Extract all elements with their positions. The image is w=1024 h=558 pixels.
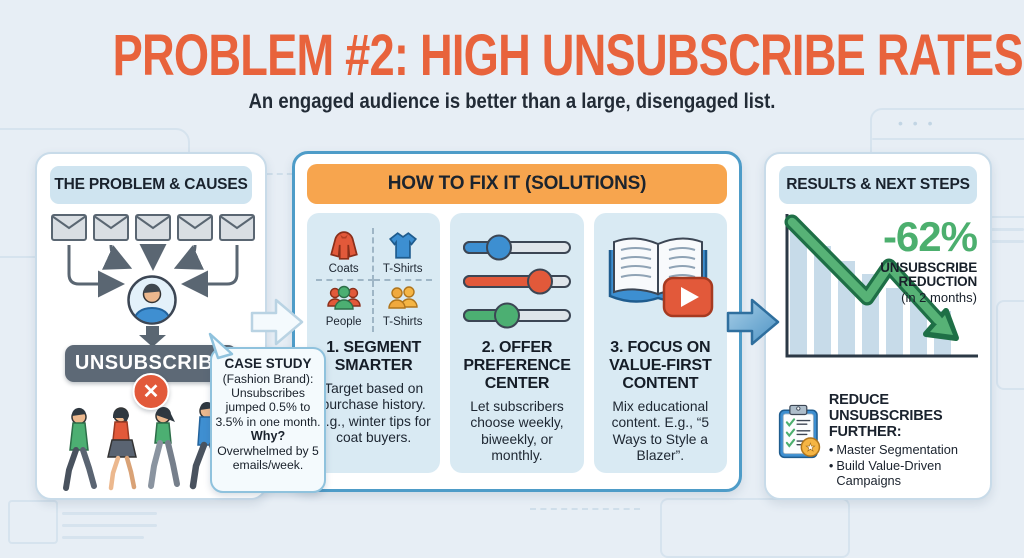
solutions-panel: HOW TO FIX IT (SOLUTIONS) Coats xyxy=(292,151,742,492)
coat-icon xyxy=(329,231,358,260)
quad-label: T-Shirts xyxy=(382,263,423,275)
unsubscribe-x-icon: ✕ xyxy=(132,373,170,410)
bullet-glyph: • xyxy=(828,441,834,457)
content-icons xyxy=(599,221,722,339)
people-group-icon xyxy=(326,285,361,310)
card-title: 2. OFFER PREFERENCE CENTER xyxy=(463,339,571,392)
svg-text:★: ★ xyxy=(806,442,816,454)
stat-block: -62% UNSUBSCRIBE REDUCTION (in 2 months) xyxy=(851,213,978,306)
card-body: Target based on purchase history. E.g., … xyxy=(316,380,431,446)
case-study-why-body: Overwhelmed by 5 emails/week. xyxy=(217,443,319,472)
stat-label: UNSUBSCRIBE REDUCTION xyxy=(880,260,977,290)
next-steps: ★ REDUCE UNSUBSCRIBES FURTHER: • Master … xyxy=(776,384,982,488)
case-study-title: CASE STUDY xyxy=(224,356,312,371)
stat-subtext: (in 2 months) xyxy=(901,290,977,306)
deco-line-bottom-1 xyxy=(62,512,157,515)
quad-cell-tshirts-2: T-Shirts xyxy=(374,281,432,332)
problem-panel: THE PROBLEM & CAUSES xyxy=(35,152,267,500)
quad-cell-people: People xyxy=(316,281,374,332)
sliders-icon xyxy=(462,234,571,329)
converge-arrows xyxy=(67,244,239,298)
problem-panel-header: THE PROBLEM & CAUSES xyxy=(50,166,252,204)
deco-line-bottom-3 xyxy=(62,536,144,539)
preference-icons xyxy=(455,221,578,339)
deco-rect-bottom-right xyxy=(660,498,850,558)
flow-arrow-left-icon xyxy=(250,298,304,346)
solution-cards: Coats T-Shirts xyxy=(307,213,727,473)
next-steps-bullet: • Master Segmentation xyxy=(829,442,982,457)
tshirt-icon xyxy=(388,232,417,259)
page-subtitle: An engaged audience is better than a lar… xyxy=(248,90,776,113)
card-segment-smarter: Coats T-Shirts xyxy=(307,213,441,473)
segment-icons: Coats T-Shirts xyxy=(312,221,435,339)
deco-window-dots: • • • xyxy=(898,115,936,131)
page-title: PROBLEM #2: HIGH UNSUBSCRIBE RATES xyxy=(112,23,1024,88)
card-body: Let subscribers choose weekly, biweekly,… xyxy=(470,398,564,464)
bullet-text: Build Value-Driven Campaigns xyxy=(836,457,942,488)
deco-rect-mid-right xyxy=(996,300,1024,390)
deco-dash-bottom xyxy=(530,508,640,510)
quad-cell-tshirts-1: T-Shirts xyxy=(373,228,432,281)
green-down-arrow-icon xyxy=(784,214,959,341)
card-preference-center: 2. OFFER PREFERENCE CENTER Let subscribe… xyxy=(450,213,584,473)
video-play-icon xyxy=(663,276,714,318)
speech-bubble-tail xyxy=(208,332,234,360)
card-title: 3. FOCUS ON VALUE-FIRST CONTENT xyxy=(609,339,712,392)
results-panel-header: RESULTS & NEXT STEPS xyxy=(779,166,977,204)
quad-label: T-Shirts xyxy=(382,316,423,328)
case-study-brand: (Fashion Brand): xyxy=(222,371,314,386)
results-panel: RESULTS & NEXT STEPS -62% UNSUBSCRIBE RE… xyxy=(764,152,992,500)
stat-value: -62% xyxy=(882,213,978,260)
overwhelmed-user-icon xyxy=(127,275,177,325)
declining-bar-chart-icon xyxy=(784,214,978,358)
bullet-text: Master Segmentation xyxy=(836,441,958,457)
envelope-icon xyxy=(51,214,255,241)
next-steps-text: REDUCE UNSUBSCRIBES FURTHER: • Master Se… xyxy=(829,384,982,488)
quad-label: Coats xyxy=(328,263,359,275)
card-title: 1. SEGMENT SMARTER xyxy=(326,339,422,374)
card-value-first-content: 3. FOCUS ON VALUE-FIRST CONTENT Mix educ… xyxy=(593,213,727,473)
next-steps-bullet: • Build Value-Driven Campaigns xyxy=(829,458,982,488)
deco-window-top-right-bar xyxy=(872,138,1024,140)
clipboard-checklist-icon: ★ xyxy=(778,404,821,459)
quad-cell-coats: Coats xyxy=(315,228,374,281)
case-study-why-label: Why? xyxy=(250,428,286,443)
flow-arrow-right-icon xyxy=(726,298,780,346)
book-icon xyxy=(609,237,714,318)
case-study-body: Unsubscribes jumped 0.5% to 3.5% in one … xyxy=(215,386,321,429)
people-pair-icon xyxy=(387,286,418,309)
deco-line-bottom-2 xyxy=(62,524,157,527)
bullet-glyph: • xyxy=(828,457,834,473)
case-study-callout: CASE STUDY (Fashion Brand): Unsubscribes… xyxy=(208,332,326,493)
card-body: Mix educational content. E.g., “5 Ways t… xyxy=(611,398,710,464)
star-badge-icon: ★ xyxy=(800,437,821,457)
next-steps-title: REDUCE UNSUBSCRIBES FURTHER: xyxy=(828,392,943,441)
quad-label: People xyxy=(325,316,362,328)
solutions-panel-header: HOW TO FIX IT (SOLUTIONS) xyxy=(307,164,727,204)
email-funnel-graphic xyxy=(51,214,255,347)
down-arrow-icon xyxy=(139,326,166,347)
deco-rect-bottom-left xyxy=(8,500,58,544)
